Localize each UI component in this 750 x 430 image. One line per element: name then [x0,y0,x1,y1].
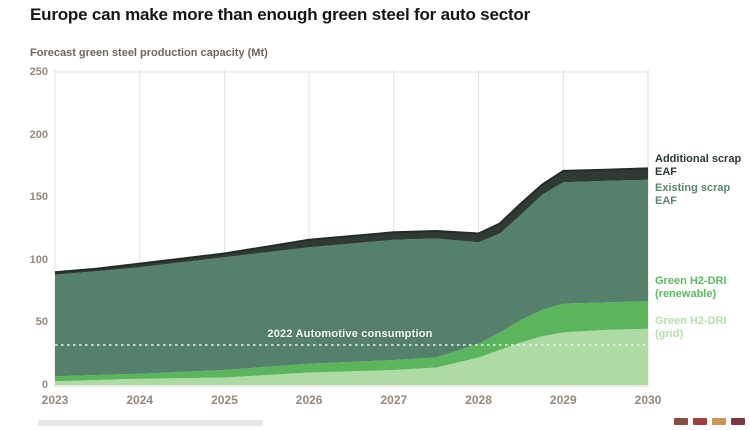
x-tick-label: 2023 [41,393,69,407]
chart-subtitle: Forecast green steel production capacity… [30,47,268,59]
logo-marks [674,418,745,425]
y-tick-label: 150 [29,191,48,204]
x-tick-label: 2030 [634,393,662,407]
y-tick-label: 250 [29,66,48,78]
source-note-illegible [38,420,263,426]
logo-mark [674,418,688,425]
legend-item: Green H2-DRI (grid) [655,315,727,340]
x-tick-label: 2026 [295,393,323,407]
y-tick-label: 50 [35,316,48,329]
chart-title: Europe can make more than enough green s… [30,5,531,24]
y-tick-label: 200 [29,128,48,141]
logo-mark [712,418,726,425]
y-tick-label: 0 [41,379,48,391]
legend-item: Green H2-DRI (renewable) [655,275,727,300]
annotation-label: 2022 Automotive consumption [267,328,433,340]
area-existing-scrap-eaf [55,179,648,377]
legend-item: Existing scrap EAF [655,182,731,207]
area-additional-scrap-eaf [55,168,648,275]
logo-mark [693,418,707,425]
logo-mark [731,418,745,425]
x-tick-label: 2028 [465,393,492,407]
legend-item: Additional scrap EAF [655,153,742,178]
total-top-line [54,167,649,274]
y-tick-label: 100 [29,253,48,266]
x-tick-label: 2024 [126,393,154,407]
area-green-h2-dri-renewable [55,301,648,382]
area-green-h2-dri-grid [55,328,648,385]
x-tick-label: 2025 [211,393,238,407]
x-tick-label: 2029 [549,393,577,407]
x-tick-label: 2027 [380,393,408,407]
